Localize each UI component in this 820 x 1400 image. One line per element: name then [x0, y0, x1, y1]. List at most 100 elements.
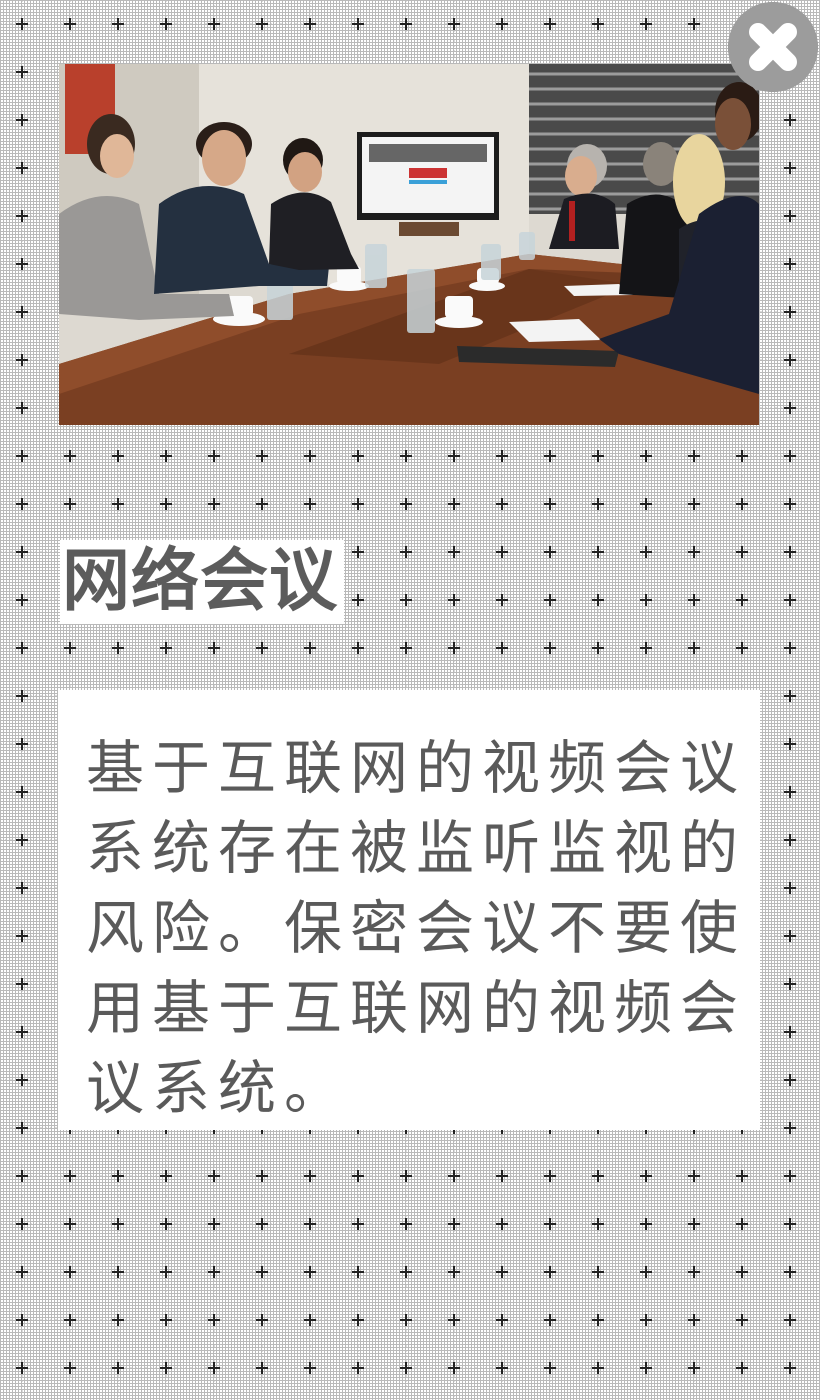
- grid-cross: [688, 594, 700, 606]
- grid-cross: [400, 498, 412, 510]
- grid-cross: [640, 1314, 652, 1326]
- grid-cross: [400, 1362, 412, 1374]
- grid-cross: [784, 690, 796, 702]
- grid-cross: [736, 1314, 748, 1326]
- grid-cross: [736, 1266, 748, 1278]
- grid-cross: [256, 1266, 268, 1278]
- grid-cross: [736, 498, 748, 510]
- grid-cross: [16, 450, 28, 462]
- page-title: 网络会议: [62, 542, 339, 621]
- grid-cross: [736, 546, 748, 558]
- grid-cross: [784, 546, 796, 558]
- grid-cross: [544, 546, 556, 558]
- grid-cross: [16, 66, 28, 78]
- grid-cross: [784, 738, 796, 750]
- grid-cross: [592, 594, 604, 606]
- grid-cross: [208, 498, 220, 510]
- grid-cross: [448, 1314, 460, 1326]
- grid-cross: [448, 594, 460, 606]
- grid-cross: [640, 1266, 652, 1278]
- grid-cross: [784, 1026, 796, 1038]
- grid-cross: [64, 642, 76, 654]
- grid-cross: [736, 642, 748, 654]
- grid-cross: [496, 450, 508, 462]
- grid-cross: [16, 1074, 28, 1086]
- grid-cross: [16, 306, 28, 318]
- grid-cross: [112, 1218, 124, 1230]
- grid-cross: [688, 1362, 700, 1374]
- grid-cross: [304, 1266, 316, 1278]
- grid-cross: [592, 642, 604, 654]
- grid-cross: [784, 354, 796, 366]
- grid-cross: [400, 1266, 412, 1278]
- grid-cross: [256, 18, 268, 30]
- grid-cross: [112, 18, 124, 30]
- grid-cross: [112, 642, 124, 654]
- grid-cross: [352, 642, 364, 654]
- grid-cross: [496, 1362, 508, 1374]
- grid-cross: [16, 786, 28, 798]
- grid-cross: [16, 546, 28, 558]
- grid-cross: [208, 1218, 220, 1230]
- grid-cross: [256, 498, 268, 510]
- grid-cross: [496, 1314, 508, 1326]
- grid-cross: [208, 1266, 220, 1278]
- grid-cross: [16, 642, 28, 654]
- grid-cross: [688, 450, 700, 462]
- grid-cross: [496, 546, 508, 558]
- grid-cross: [64, 1170, 76, 1182]
- grid-cross: [160, 642, 172, 654]
- grid-cross: [448, 546, 460, 558]
- grid-cross: [64, 1362, 76, 1374]
- grid-cross: [544, 18, 556, 30]
- meeting-scene-image: [59, 64, 759, 425]
- grid-cross: [160, 1266, 172, 1278]
- grid-cross: [784, 594, 796, 606]
- grid-cross: [208, 1170, 220, 1182]
- grid-cross: [16, 738, 28, 750]
- body-container: 基于互联网的视频会议系统存在被监听监视的风险。保密会议不要使用基于互联网的视频会…: [58, 690, 760, 1130]
- grid-cross: [544, 594, 556, 606]
- grid-cross: [784, 498, 796, 510]
- grid-cross: [208, 642, 220, 654]
- grid-cross: [736, 1170, 748, 1182]
- grid-cross: [592, 1170, 604, 1182]
- grid-cross: [352, 546, 364, 558]
- grid-cross: [304, 1314, 316, 1326]
- grid-cross: [256, 1362, 268, 1374]
- grid-cross: [64, 18, 76, 30]
- grid-cross: [496, 1266, 508, 1278]
- grid-cross: [640, 1362, 652, 1374]
- grid-cross: [256, 642, 268, 654]
- grid-cross: [544, 642, 556, 654]
- grid-cross: [784, 1314, 796, 1326]
- grid-cross: [16, 258, 28, 270]
- grid-cross: [784, 114, 796, 126]
- close-button[interactable]: [728, 2, 818, 92]
- grid-cross: [304, 18, 316, 30]
- grid-cross: [16, 1218, 28, 1230]
- grid-cross: [592, 450, 604, 462]
- grid-cross: [592, 1266, 604, 1278]
- grid-cross: [544, 1362, 556, 1374]
- grid-cross: [448, 450, 460, 462]
- grid-cross: [544, 1170, 556, 1182]
- grid-cross: [16, 498, 28, 510]
- grid-cross: [544, 1266, 556, 1278]
- grid-cross: [208, 1314, 220, 1326]
- grid-cross: [400, 450, 412, 462]
- grid-cross: [448, 1170, 460, 1182]
- grid-cross: [592, 1218, 604, 1230]
- grid-cross: [160, 18, 172, 30]
- grid-cross: [544, 1314, 556, 1326]
- grid-cross: [784, 402, 796, 414]
- grid-cross: [448, 1218, 460, 1230]
- grid-cross: [688, 1218, 700, 1230]
- grid-cross: [784, 786, 796, 798]
- grid-cross: [784, 1074, 796, 1086]
- grid-cross: [784, 1218, 796, 1230]
- grid-cross: [448, 498, 460, 510]
- grid-cross: [64, 1266, 76, 1278]
- grid-cross: [304, 450, 316, 462]
- grid-cross: [16, 162, 28, 174]
